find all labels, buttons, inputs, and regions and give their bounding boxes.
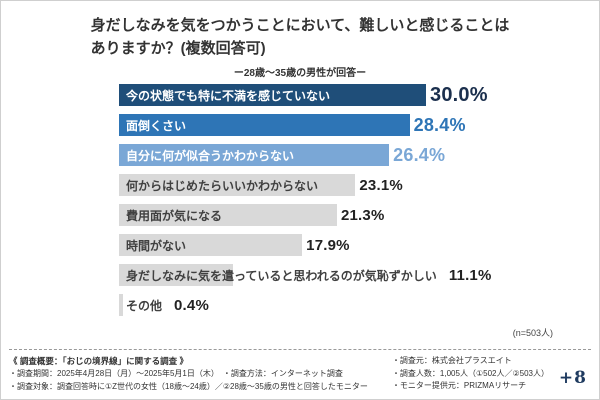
footer-survey-period: ・調査期間：2025年4月28日（月）〜2025年5月1日（木） ・調査方法：イ… <box>9 369 343 379</box>
bar-label: 費用面が気になる <box>126 208 223 223</box>
bar-value: 0.4% <box>174 296 210 314</box>
bar-value: 17.9% <box>306 236 350 254</box>
bar-label: 何からはじめたらいいかわからない <box>126 178 319 193</box>
bar-label: その他 <box>126 298 163 313</box>
bar-area: 今の状態でも特に不満を感じていない <box>119 84 426 106</box>
bar-row: その他 0.4% <box>119 294 593 316</box>
sample-size-note: (n=503人) <box>512 328 553 338</box>
footer-left-column: 《 調査概要：「おじの境界線」に関する調査 》 ・調査期間：2025年4月28日… <box>9 355 382 394</box>
footer-survey-count: ・調査人数：1,005人（①502人／②503人） <box>391 368 549 378</box>
bar <box>119 264 233 286</box>
bar-chart: 今の状態でも特に不満を感じていない 30.0% 面倒くさい 28.4% 自分に何… <box>119 84 593 324</box>
bar-area: 何からはじめたらいいかわからない <box>119 174 356 196</box>
bar-area: 面倒くさい <box>119 114 410 136</box>
bar-value: 30.0% <box>430 83 488 106</box>
bar-label: 身だしなみに気を遣っていると思われるのが気恥ずかしい <box>126 268 437 283</box>
bar <box>119 144 390 166</box>
footer-survey-title: 《 調査概要：「おじの境界線」に関する調査 》 <box>9 355 188 366</box>
footer-survey-target: ・調査対象：調査回答時に①Z世代の女性（18歳〜24歳）／②28歳〜35歳の男性… <box>9 382 368 392</box>
bar-row: 費用面が気になる 21.3% <box>119 204 593 226</box>
chart-subtitle: ー28歳〜35歳の男性が回答ー <box>233 68 367 79</box>
bar-row: 何からはじめたらいいかわからない 23.1% <box>119 174 593 196</box>
bar-row: 身だしなみに気を遣っていると思われるのが気恥ずかしい 11.1% <box>119 264 593 286</box>
bar-area: その他 <box>119 294 170 316</box>
bar-area: 時間がない <box>119 234 303 256</box>
bar <box>119 204 337 226</box>
chart-title-line2: ありますか？(複数回答可) <box>90 39 266 57</box>
bar-label: 今の状態でも特に不満を感じていない <box>126 88 331 103</box>
bar-value: 21.3% <box>340 206 385 224</box>
bar-row: 自分に何が似合うかわからない 26.4% <box>119 144 593 166</box>
bar <box>119 84 426 106</box>
bar-area: 自分に何が似合うかわからない <box>119 144 390 166</box>
bar <box>119 234 303 256</box>
bar-value: 11.1% <box>448 266 492 284</box>
bar-value: 28.4% <box>413 114 466 135</box>
bar-value: 26.4% <box>393 144 446 165</box>
bar-row: 今の状態でも特に不満を感じていない 30.0% <box>119 84 593 106</box>
title-block: 身だしなみを気をつかうことにおいて、難しいと感じることは ありますか？(複数回答… <box>1 15 599 60</box>
bar-value: 23.1% <box>359 176 403 194</box>
bar <box>119 114 410 136</box>
bar-label: 自分に何が似合うかわからない <box>126 148 295 163</box>
bar-area: 身だしなみに気を遣っていると思われるのが気恥ずかしい <box>119 264 445 286</box>
footer-monitor-provider: ・モニター提供元：PRIZMAリサーチ <box>391 381 527 391</box>
bar-area: 費用面が気になる <box>119 204 337 226</box>
bar-label: 時間がない <box>126 238 187 253</box>
bar <box>119 174 356 196</box>
footer-right-column: ・調査元：株式会社プラスエイト ・調査人数：1,005人（①502人／②503人… <box>392 355 591 394</box>
bar-row: 面倒くさい 28.4% <box>119 114 593 136</box>
bar-label: 面倒くさい <box>126 118 187 133</box>
survey-footer: 《 調査概要：「おじの境界線」に関する調査 》 ・調査期間：2025年4月28日… <box>9 348 591 394</box>
footer-survey-source: ・調査元：株式会社プラスエイト <box>391 355 512 365</box>
plus-eight-logo: +8 <box>558 368 587 388</box>
bar-row: 時間がない 17.9% <box>119 234 593 256</box>
bar <box>119 294 124 316</box>
chart-title-line1: 身だしなみを気をつかうことにおいて、難しいと感じることは <box>90 17 510 34</box>
